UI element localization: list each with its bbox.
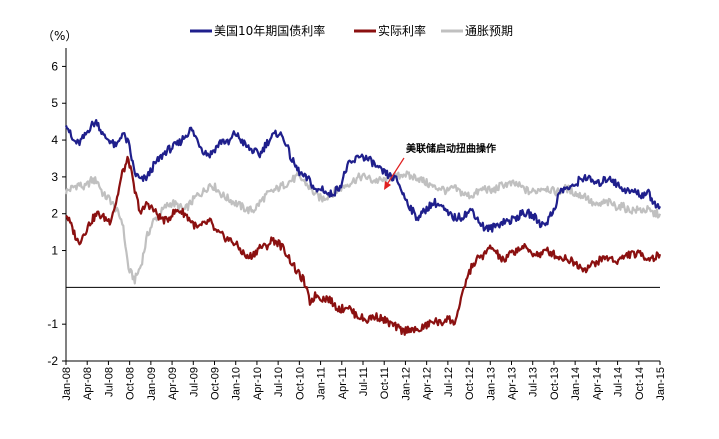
- x-tick-label: Oct-11: [379, 367, 391, 399]
- x-tick-label: Oct-13: [549, 367, 561, 400]
- legend-label-treasury: 美国10年期国债利率: [214, 23, 325, 38]
- y-tick-label: 6: [51, 59, 58, 73]
- y-axis-unit: （%）: [42, 29, 77, 43]
- x-tick-label: Apr-11: [337, 367, 349, 399]
- x-tick-label: Jul-14: [613, 367, 625, 397]
- y-tick-label: 1: [51, 244, 58, 258]
- annotation: 美联储启动扭曲操作: [384, 142, 496, 190]
- legend-label-inflation: 通胀预期: [465, 24, 513, 38]
- annotation-text: 美联储启动扭曲操作: [406, 142, 496, 155]
- x-tick-label: Jan-08: [61, 367, 73, 401]
- y-tick-label: -2: [47, 354, 58, 368]
- x-tick-label: Jul-08: [103, 367, 115, 397]
- x-tick-label: Apr-09: [167, 367, 179, 400]
- series-lines: [64, 118, 662, 336]
- annotation-arrowhead: [384, 181, 391, 190]
- x-tick-label: Apr-14: [591, 367, 603, 400]
- legend: 美国10年期国债利率 实际利率 通胀预期: [190, 23, 513, 38]
- annotation-arrow: [385, 157, 405, 187]
- y-tick-label: 4: [51, 133, 58, 147]
- x-tick-label: Oct-12: [464, 367, 476, 400]
- x-tick-label: Jan-13: [485, 367, 497, 401]
- x-tick-label: Jul-11: [358, 367, 370, 396]
- x-tick-label: Jul-09: [188, 367, 200, 397]
- x-tick-label: Oct-08: [125, 367, 137, 400]
- y-tick-label: -1: [47, 317, 58, 331]
- x-tick-label: Jan-14: [570, 367, 582, 401]
- x-tick-label: Jan-12: [400, 367, 412, 401]
- x-tick-label: Jan-10: [231, 367, 243, 401]
- series-line-inflation: [64, 170, 662, 285]
- x-tick-label: Oct-10: [294, 367, 306, 400]
- y-tick-label: 3: [51, 170, 58, 184]
- x-tick-label: Jul-13: [528, 367, 540, 397]
- x-tick-label: Apr-12: [422, 367, 434, 400]
- legend-label-real-rate: 实际利率: [378, 23, 426, 38]
- x-tick-label: Oct-09: [210, 367, 222, 400]
- x-tick-label: Jul-12: [443, 367, 455, 397]
- x-tick-label: Jan-15: [655, 367, 667, 401]
- x-tick-label: Apr-10: [252, 367, 264, 400]
- y-tick-label: 5: [51, 96, 58, 110]
- series-line-treasury: [64, 118, 661, 233]
- axes: -2 -1 1 2 3 4 5 6 Jan-08 Apr-08 Jul-08 Oct-08 Jan-09…: [47, 48, 667, 401]
- series-line-real-rate: [65, 155, 662, 336]
- y-tick-label: 2: [51, 207, 58, 221]
- x-tick-label: Oct-14: [634, 367, 646, 400]
- x-tick-label: Jul-10: [273, 367, 285, 397]
- x-tick-label: Apr-08: [82, 367, 94, 400]
- x-tick-label: Jan-11: [316, 367, 328, 400]
- x-tick-label: Apr-13: [507, 367, 519, 400]
- x-tick-label: Jan-09: [146, 367, 158, 401]
